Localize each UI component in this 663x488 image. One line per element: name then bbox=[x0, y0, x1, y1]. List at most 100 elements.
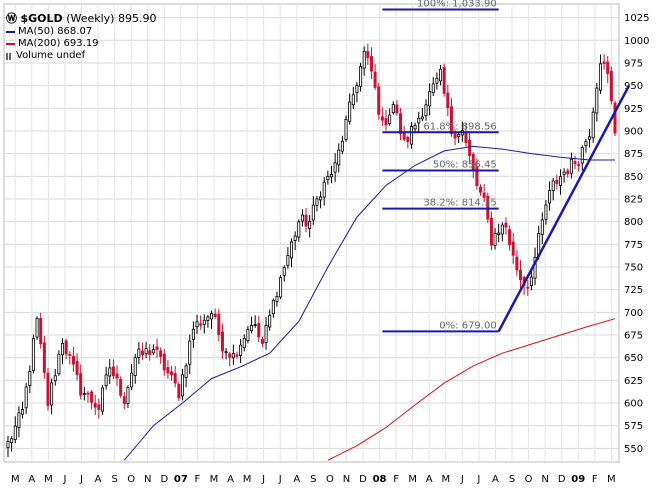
candle-body bbox=[333, 162, 337, 173]
y-tick-label: 875 bbox=[624, 149, 643, 160]
fib-level-label: 50%: 856.45 bbox=[433, 159, 497, 170]
x-tick-label: M bbox=[441, 474, 450, 485]
candle-body bbox=[511, 241, 515, 256]
candle-body bbox=[257, 323, 261, 338]
candle-body bbox=[377, 86, 381, 115]
candle-body bbox=[449, 106, 453, 135]
candle-body bbox=[144, 348, 148, 355]
candle-body bbox=[508, 229, 512, 246]
x-tick-label: D bbox=[160, 474, 168, 485]
y-tick-label: 975 bbox=[624, 58, 643, 69]
x-tick-label: S bbox=[509, 474, 515, 485]
candle-body bbox=[388, 114, 392, 124]
candle-body bbox=[329, 173, 333, 178]
x-tick-label: M bbox=[11, 474, 20, 485]
x-tick-label: 08 bbox=[373, 474, 387, 485]
candle-body bbox=[613, 102, 617, 134]
candle-body bbox=[322, 181, 326, 198]
candle-body bbox=[68, 354, 72, 356]
candle-body bbox=[246, 329, 250, 342]
candle-body bbox=[126, 387, 130, 404]
x-tick-label: O bbox=[525, 474, 533, 485]
candle-body bbox=[104, 374, 108, 387]
candle-body bbox=[337, 149, 341, 166]
candle-body bbox=[475, 166, 479, 186]
x-tick-label: F bbox=[393, 474, 399, 485]
candle-body bbox=[526, 286, 530, 289]
x-tick-label: F bbox=[592, 474, 598, 485]
candle-body bbox=[206, 316, 210, 321]
candle-body bbox=[13, 425, 17, 440]
candle-body bbox=[79, 373, 83, 396]
candle-body bbox=[50, 382, 54, 406]
x-tick-label: N bbox=[343, 474, 350, 485]
candle-body bbox=[42, 342, 46, 373]
x-tick-label: N bbox=[541, 474, 548, 485]
y-tick-label: 950 bbox=[624, 81, 643, 92]
candle-body bbox=[326, 176, 330, 181]
y-tick-label: 550 bbox=[624, 444, 643, 455]
candle-body bbox=[409, 126, 413, 145]
candle-body bbox=[217, 313, 221, 335]
candle-body bbox=[344, 119, 348, 140]
y-tick-label: 575 bbox=[624, 421, 643, 432]
x-tick-label: F bbox=[195, 474, 201, 485]
y-tick-label: 1000 bbox=[624, 36, 649, 47]
candle-body bbox=[558, 176, 562, 186]
candle-body bbox=[362, 50, 366, 69]
candle-body bbox=[213, 313, 217, 317]
candle-body bbox=[239, 344, 243, 357]
candle-body bbox=[24, 386, 28, 409]
candle-body bbox=[518, 269, 522, 281]
candle-body bbox=[184, 365, 188, 378]
chart-title: Ⓦ $GOLD (Weekly) 895.90 bbox=[6, 12, 156, 26]
ma50-swatch bbox=[6, 31, 15, 33]
x-tick-label: D bbox=[558, 474, 566, 485]
candle-body bbox=[220, 331, 224, 352]
candle-body bbox=[180, 374, 184, 397]
candle-body bbox=[373, 71, 377, 88]
y-tick-label: 900 bbox=[624, 126, 643, 137]
legend-volume-value: undef bbox=[56, 50, 86, 61]
candle-body bbox=[173, 373, 177, 384]
candle-body bbox=[417, 117, 421, 124]
candle-body bbox=[97, 404, 101, 410]
candle-body bbox=[442, 67, 446, 94]
trendline bbox=[497, 85, 631, 332]
candle-body bbox=[137, 348, 141, 359]
candle-body bbox=[224, 351, 228, 354]
candle-body bbox=[228, 353, 232, 358]
candle-body bbox=[290, 241, 294, 259]
period: (Weekly) bbox=[66, 12, 115, 25]
y-tick-label: 600 bbox=[624, 399, 643, 410]
x-tick-label: O bbox=[127, 474, 135, 485]
candle-body bbox=[122, 396, 126, 404]
candle-body bbox=[140, 350, 144, 355]
candle-body bbox=[260, 339, 264, 344]
candle-body bbox=[264, 325, 268, 343]
candle-body bbox=[577, 164, 581, 166]
x-tick-label: J bbox=[460, 474, 464, 485]
candle-body bbox=[399, 113, 403, 135]
candle-body bbox=[115, 373, 119, 379]
candle-body bbox=[61, 343, 65, 356]
candle-body bbox=[562, 171, 566, 175]
candle-body bbox=[406, 137, 410, 143]
candle-body bbox=[188, 340, 192, 365]
x-tick-label: S bbox=[310, 474, 316, 485]
candle-body bbox=[308, 220, 312, 229]
candle-body bbox=[64, 340, 68, 355]
x-tick-label: O bbox=[326, 474, 334, 485]
candle-body bbox=[279, 277, 283, 298]
candle-body bbox=[602, 61, 606, 64]
candle-body bbox=[457, 134, 461, 137]
symbol: $GOLD bbox=[20, 12, 63, 25]
candle-body bbox=[133, 357, 137, 376]
x-tick-label: A bbox=[426, 474, 433, 485]
candle-body bbox=[420, 116, 424, 120]
candle-body bbox=[311, 204, 315, 221]
candle-body bbox=[268, 314, 272, 328]
candle-body bbox=[468, 139, 472, 156]
candle-body bbox=[533, 256, 537, 279]
y-tick-label: 675 bbox=[624, 331, 643, 342]
